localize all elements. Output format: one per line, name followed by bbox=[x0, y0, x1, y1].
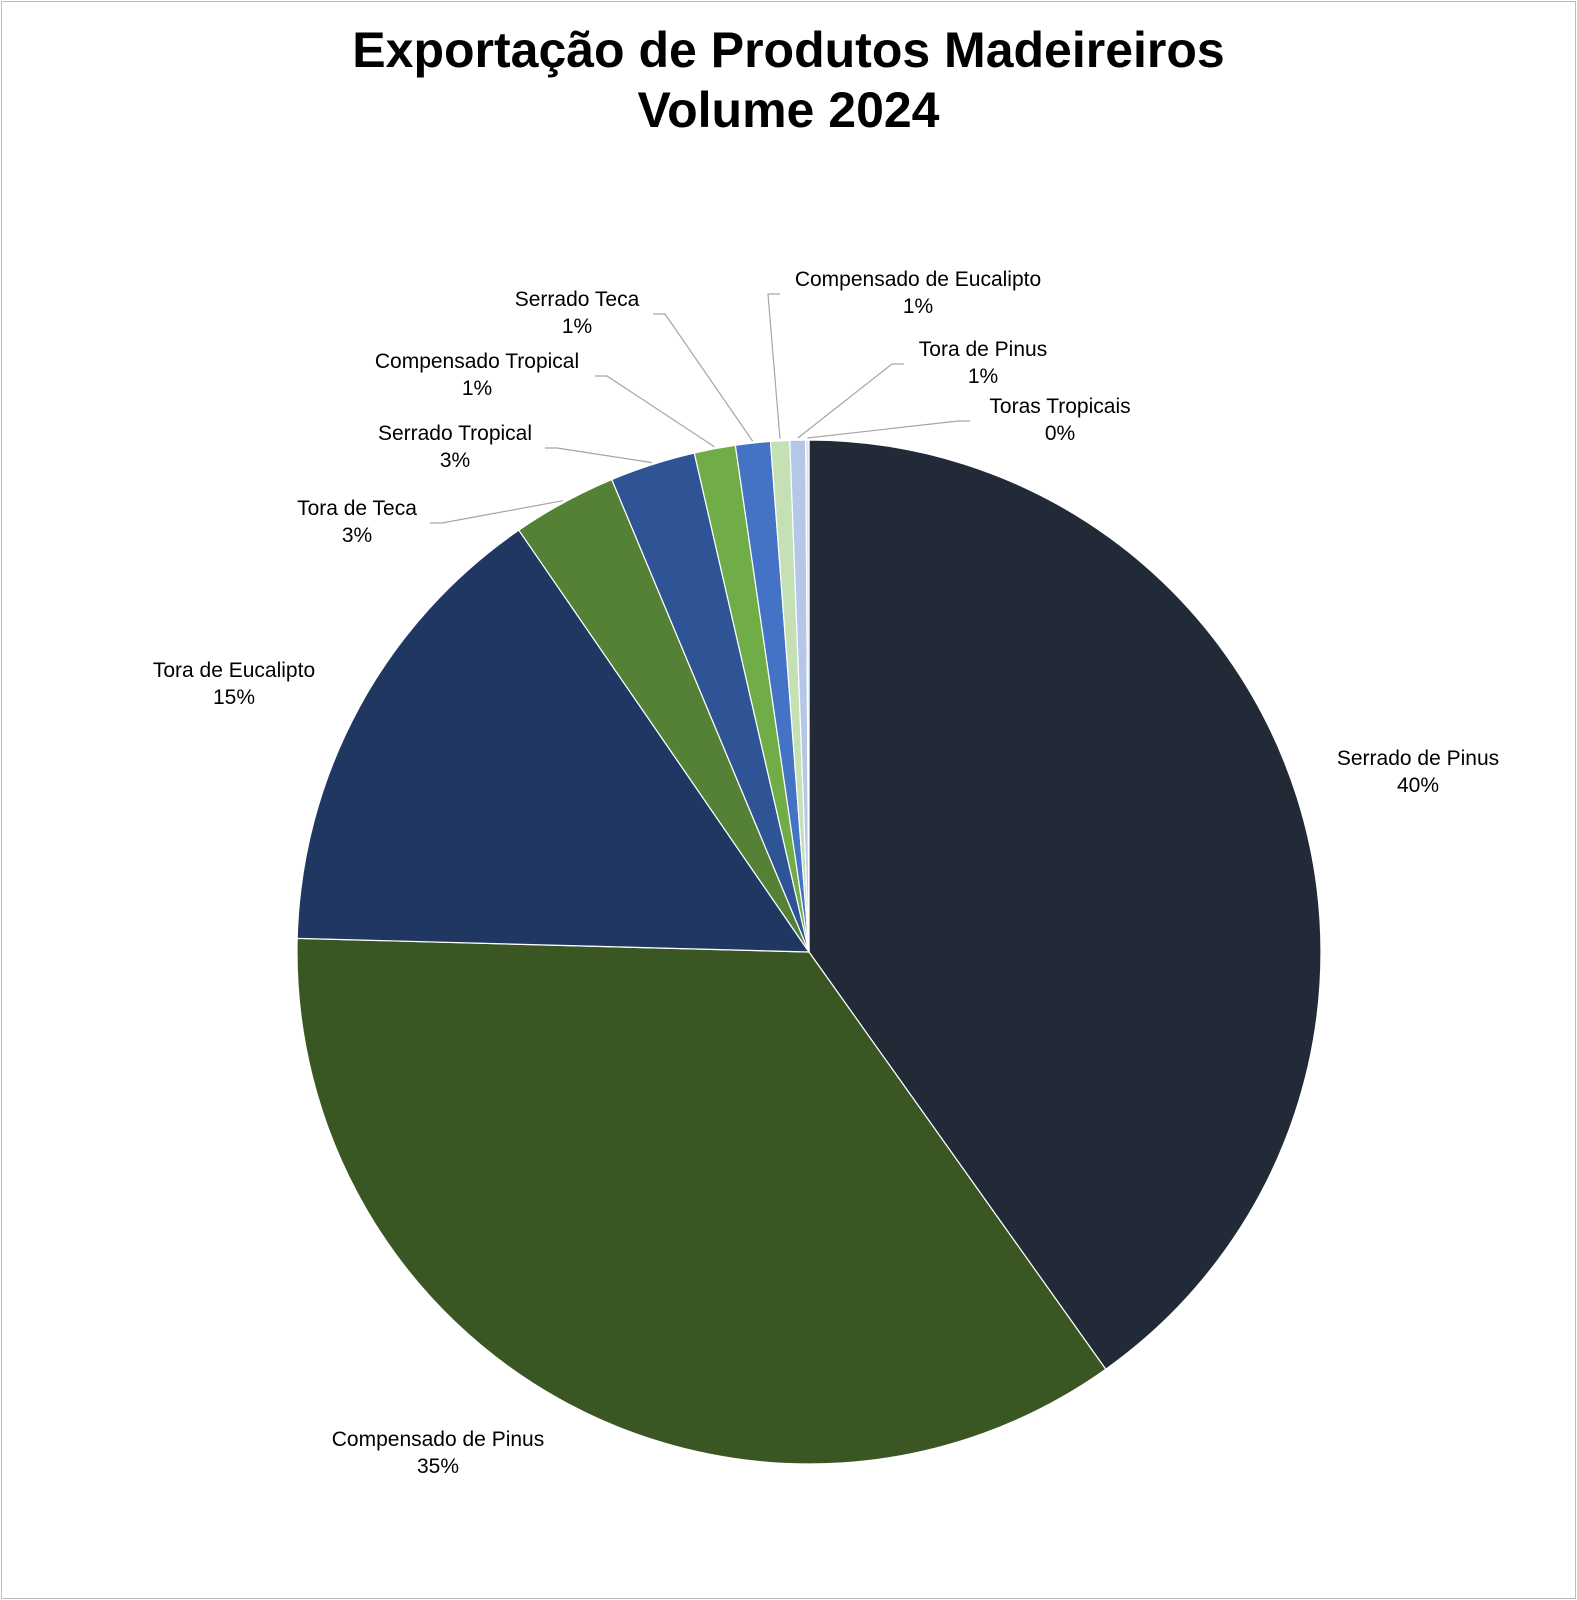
slice-label: Serrado de Pinus bbox=[1337, 747, 1499, 770]
chart-subtitle: Volume 2024 bbox=[637, 82, 940, 138]
slice-percent-label: 15% bbox=[213, 686, 255, 709]
slice-label: Compensado de Pinus bbox=[332, 1428, 544, 1451]
slice-label: Toras Tropicais bbox=[989, 395, 1130, 418]
slice-percent-label: 1% bbox=[903, 295, 933, 318]
slice-percent-label: 1% bbox=[968, 365, 998, 388]
pie-slices bbox=[296, 439, 1322, 1465]
slice-percent-label: 1% bbox=[462, 377, 492, 400]
slice-percent-label: 40% bbox=[1397, 774, 1439, 797]
slice-label: Tora de Teca bbox=[297, 497, 417, 520]
pie-slice-toras-tropicais bbox=[805, 439, 810, 953]
slice-label: Compensado Tropical bbox=[375, 350, 579, 373]
slice-label: Serrado Tropical bbox=[378, 422, 532, 445]
pie-slice-tora-de-eucalipto bbox=[296, 529, 811, 953]
leader-line bbox=[653, 313, 754, 442]
slice-label: Tora de Pinus bbox=[919, 338, 1047, 361]
leader-line bbox=[807, 420, 970, 439]
leader-line bbox=[595, 375, 715, 448]
slice-percent-label: 35% bbox=[417, 1455, 459, 1478]
slice-label: Tora de Eucalipto bbox=[153, 659, 315, 682]
leader-line bbox=[797, 363, 904, 439]
slice-percent-label: 3% bbox=[440, 449, 470, 472]
pie-slice-compensado-de-pinus bbox=[296, 937, 1107, 1465]
slice-percent-label: 1% bbox=[562, 315, 592, 338]
slice-label: Compensado de Eucalipto bbox=[795, 268, 1041, 291]
pie-slice-serrado-de-pinus bbox=[808, 439, 1322, 1371]
chart-title: Exportação de Produtos Madeireiros bbox=[352, 22, 1225, 78]
slice-percent-label: 3% bbox=[342, 524, 372, 547]
data-labels: Serrado de Pinus 40% Compensado de Pinus 35… bbox=[153, 268, 1499, 1478]
leader-lines bbox=[430, 293, 970, 524]
slice-percent-label: 0% bbox=[1045, 422, 1075, 445]
slice-label: Serrado Teca bbox=[515, 288, 640, 311]
leader-line bbox=[430, 500, 564, 524]
leader-line bbox=[767, 293, 781, 439]
leader-line bbox=[545, 447, 652, 464]
